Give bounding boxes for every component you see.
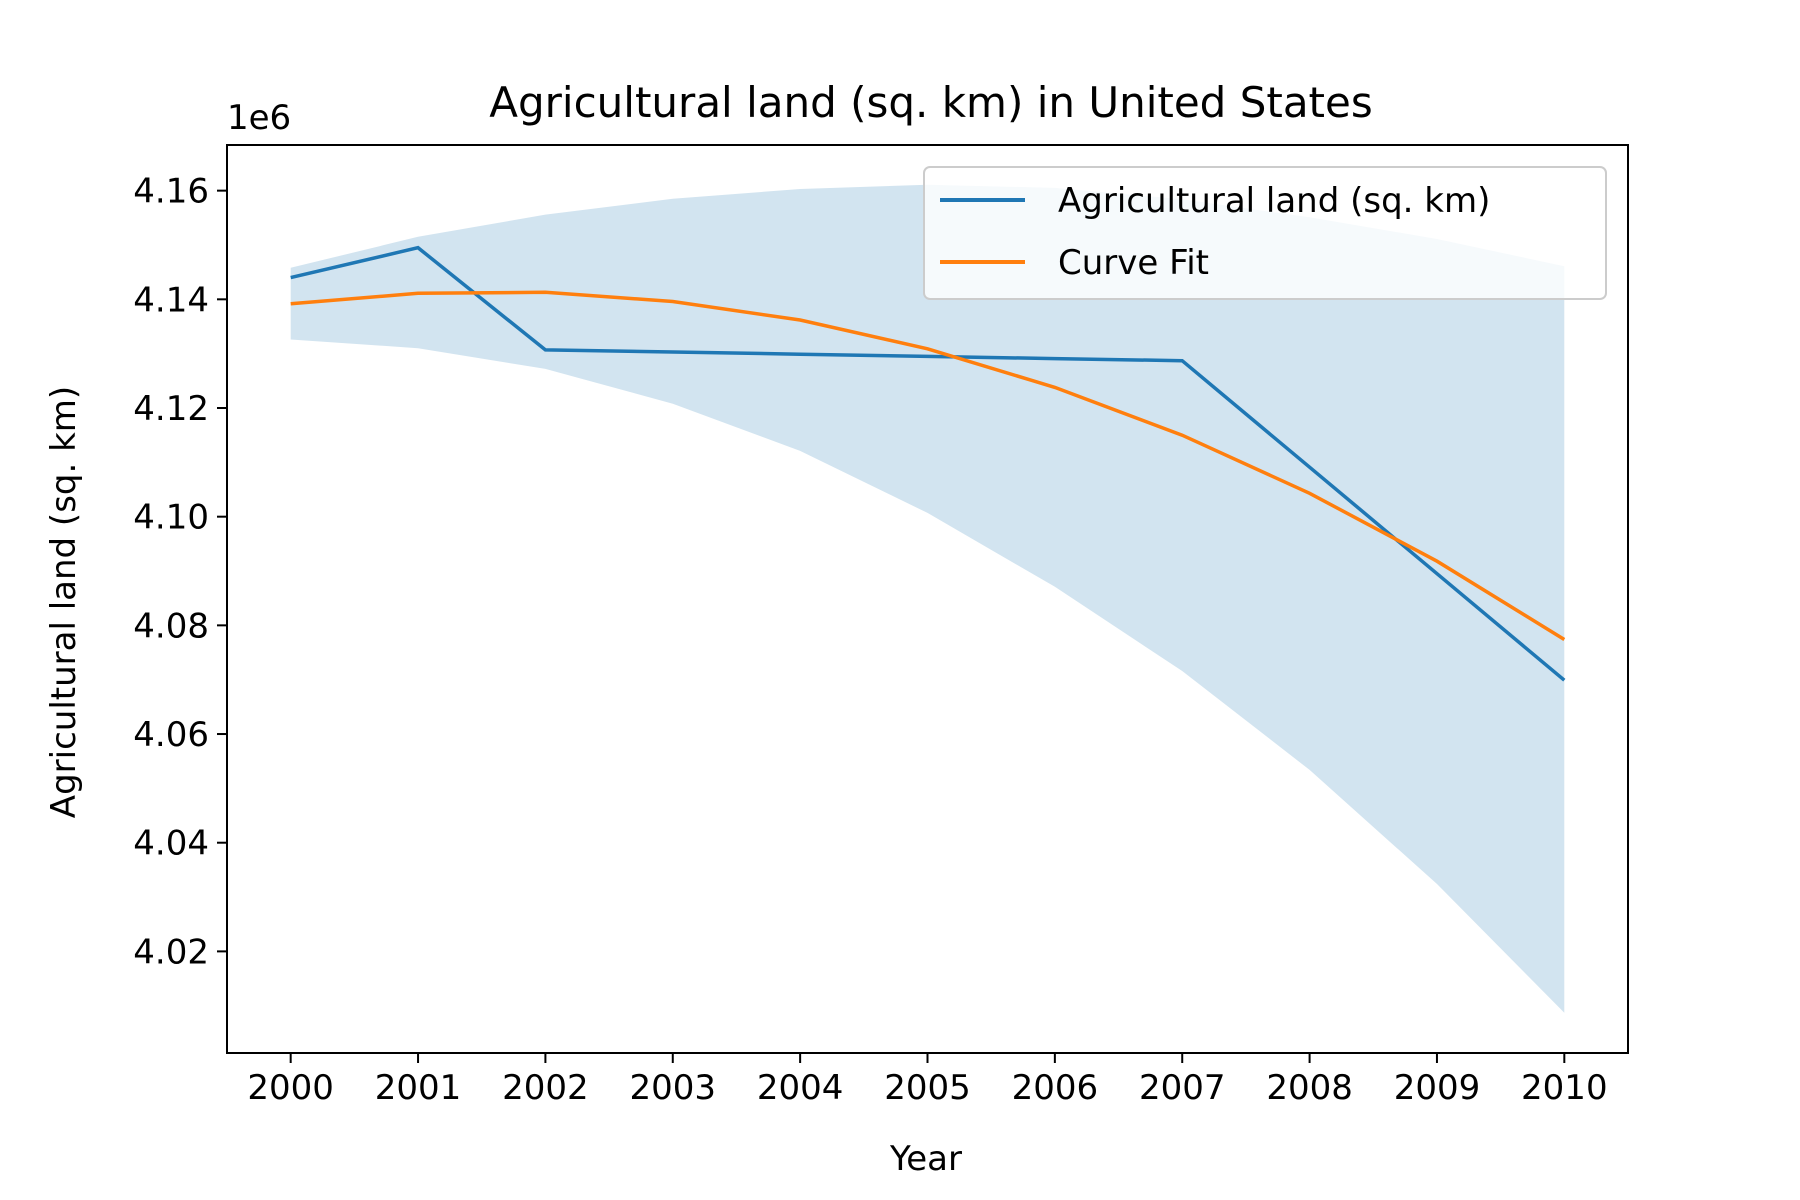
y-tick-label: 4.02 xyxy=(133,932,209,972)
y-tick-label: 4.06 xyxy=(133,715,209,755)
y-tick-label: 4.14 xyxy=(133,280,209,320)
y-axis-offset-label: 1e6 xyxy=(227,98,291,138)
x-tick-label: 2010 xyxy=(1521,1068,1608,1108)
series-line-curve-fit xyxy=(290,290,1566,641)
x-tick-label: 2004 xyxy=(757,1068,844,1108)
x-axis-ticks: 2000 2001 2002 2003 2004 2005 2006 2007 2008 2009… xyxy=(247,1053,1608,1108)
x-tick-label: 2007 xyxy=(1139,1068,1226,1108)
y-tick-label: 4.10 xyxy=(133,498,209,538)
x-tick-label: 2006 xyxy=(1012,1068,1099,1108)
x-tick-label: 2005 xyxy=(884,1068,971,1108)
y-axis-label: Agricultural land (sq. km) xyxy=(44,386,84,818)
x-axis-label: Year xyxy=(889,1139,962,1179)
legend-label-agricultural-land: Agricultural land (sq. km) xyxy=(1058,181,1490,221)
x-tick-label: 2003 xyxy=(630,1068,717,1108)
chart-title: Agricultural land (sq. km) in United Sta… xyxy=(489,78,1373,127)
x-tick-label: 2002 xyxy=(502,1068,589,1108)
legend-box xyxy=(923,166,1607,300)
y-axis-ticks: 4.02 4.04 4.06 4.08 4.10 4.12 4.14 4.16 xyxy=(133,172,227,972)
x-tick-label: 2009 xyxy=(1394,1068,1481,1108)
x-tick-label: 2008 xyxy=(1266,1068,1353,1108)
y-tick-label: 4.12 xyxy=(133,389,209,429)
y-tick-label: 4.08 xyxy=(133,606,209,646)
legend-label-curve-fit: Curve Fit xyxy=(1058,243,1209,283)
x-tick-label: 2001 xyxy=(375,1068,462,1108)
plot-area xyxy=(290,184,1566,1013)
y-tick-label: 4.04 xyxy=(133,824,209,864)
x-tick-label: 2000 xyxy=(247,1068,334,1108)
y-tick-label: 4.16 xyxy=(133,172,209,212)
legend: Agricultural land (sq. km) Curve Fit xyxy=(923,166,1607,300)
series-line-agricultural-land xyxy=(290,245,1566,682)
confidence-band xyxy=(290,184,1565,1013)
